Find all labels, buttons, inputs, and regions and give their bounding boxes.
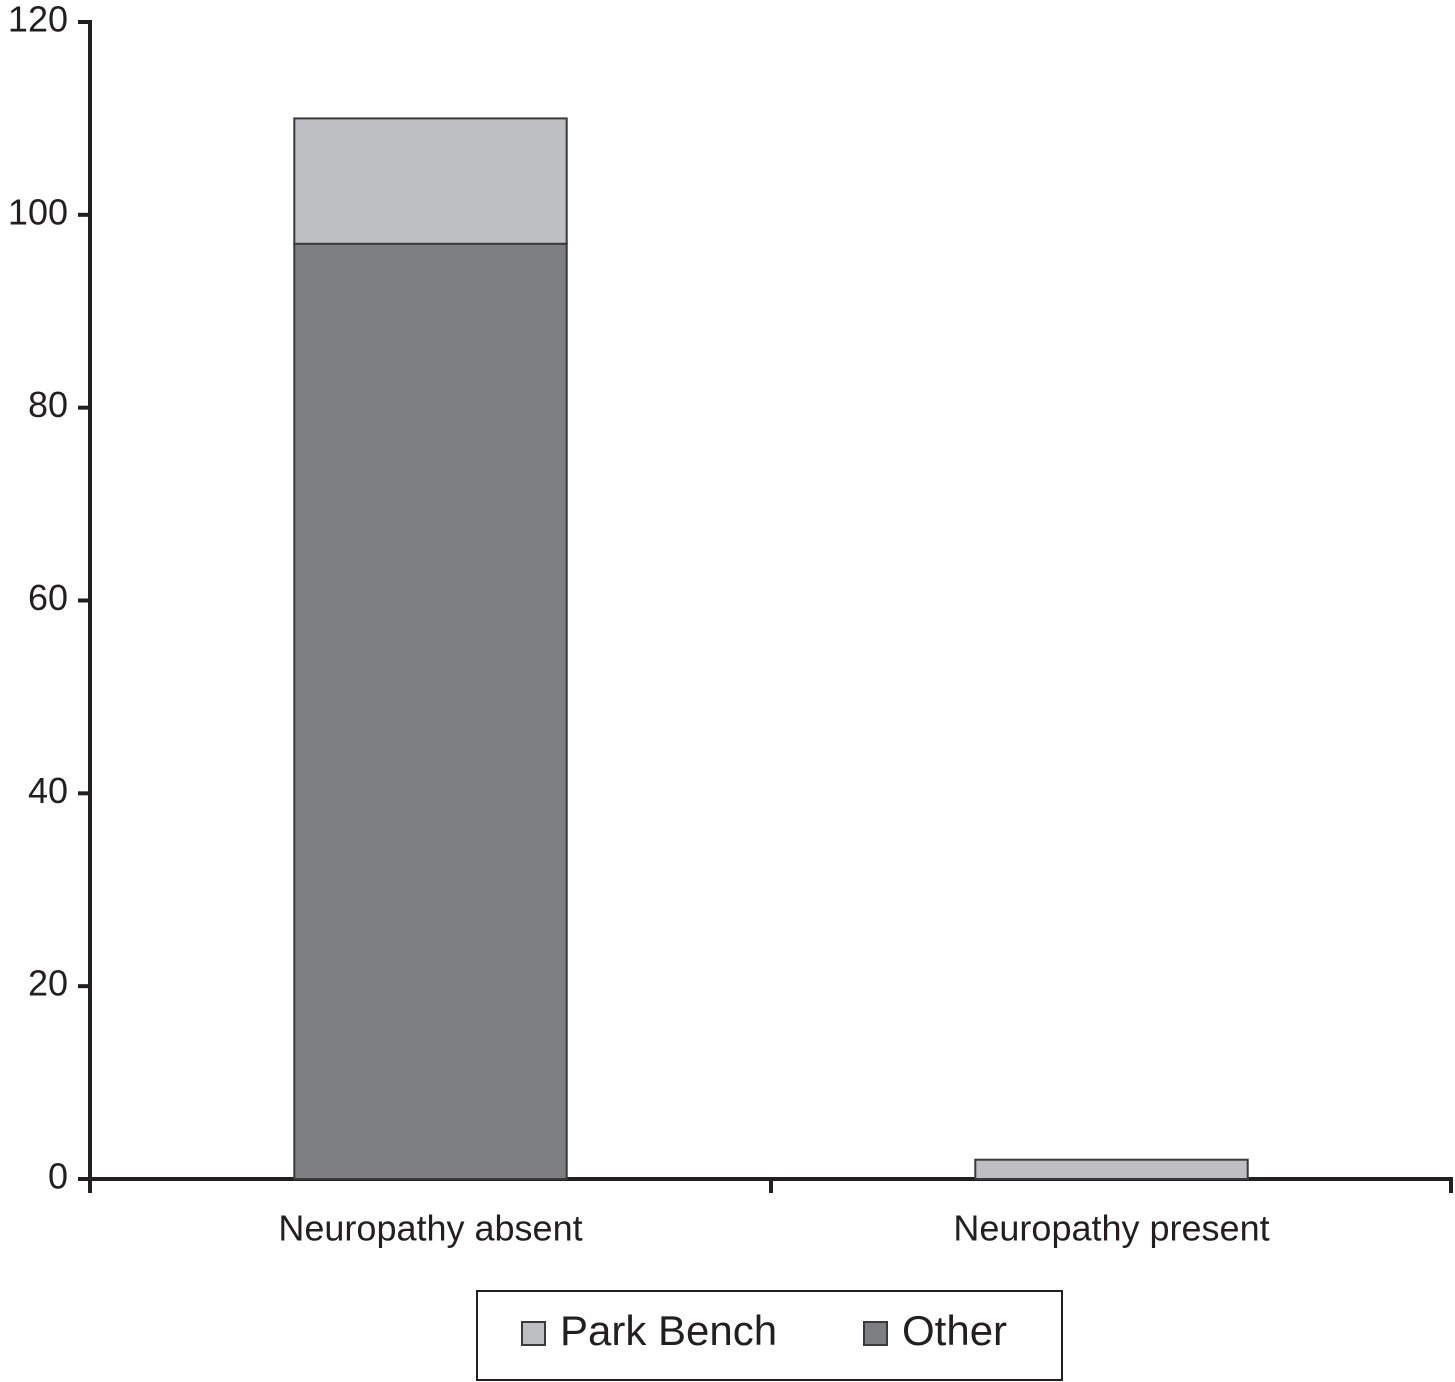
x-tick-label: Neuropathy absent — [278, 1208, 582, 1249]
x-tick-label: Neuropathy present — [953, 1208, 1269, 1249]
y-tick-label: 40 — [28, 770, 68, 811]
legend-swatch — [863, 1321, 888, 1346]
legend-label: Other — [902, 1307, 1007, 1354]
y-tick-label: 60 — [28, 577, 68, 618]
legend-label: Park Bench — [560, 1307, 777, 1354]
bar-segment — [293, 117, 568, 245]
y-tick-label: 100 — [8, 191, 68, 232]
y-tick-label: 0 — [48, 1156, 68, 1197]
y-tick-label: 20 — [28, 963, 68, 1004]
y-tick-label: 120 — [8, 0, 68, 40]
bar-segment — [974, 1158, 1249, 1181]
bar-segment — [293, 242, 568, 1180]
y-tick-label: 80 — [28, 384, 68, 425]
legend — [476, 1290, 1063, 1381]
legend-swatch — [521, 1321, 546, 1346]
